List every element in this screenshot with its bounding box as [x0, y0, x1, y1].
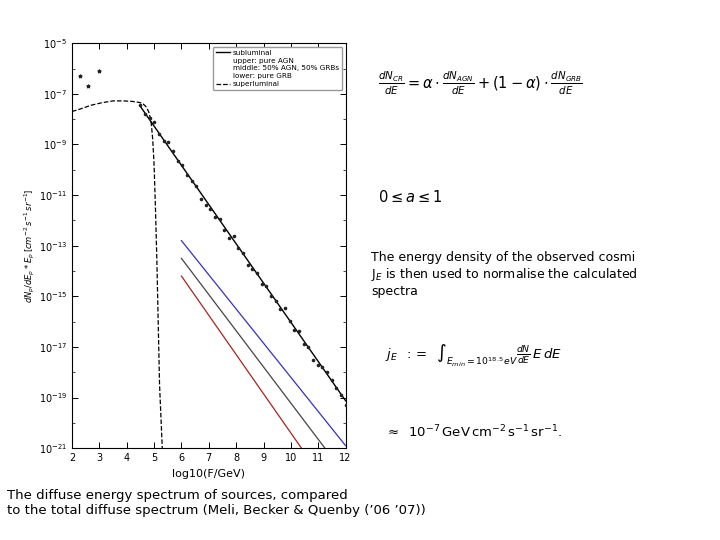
Point: [200, 201, 212, 210]
Point: [251, 269, 263, 278]
Y-axis label: $dN_p/dE_p*E_p\,[cm^{-2}\,s^{-1}\,sr^{-1}]$: $dN_p/dE_p*E_p\,[cm^{-2}\,s^{-1}\,sr^{-1…: [23, 188, 37, 303]
Point: [158, 136, 169, 145]
Point: [270, 297, 282, 306]
Point: [163, 138, 174, 146]
Point: [326, 376, 338, 384]
Point: [302, 342, 314, 351]
Point: [181, 171, 193, 179]
Point: [265, 291, 276, 300]
Text: The energy density of the observed cosmi
J$_E$ is then used to normalise the cal: The energy density of the observed cosmi…: [371, 251, 638, 299]
X-axis label: log10(F/GeV): log10(F/GeV): [172, 469, 246, 478]
Point: [74, 72, 86, 80]
Point: [293, 327, 305, 336]
Point: [289, 326, 300, 335]
Point: [317, 362, 328, 371]
Point: [186, 177, 197, 186]
Point: [176, 161, 188, 170]
Point: [94, 67, 105, 76]
Point: [191, 181, 202, 190]
Point: [135, 100, 146, 109]
Point: [83, 82, 94, 91]
Point: [312, 360, 323, 369]
Text: $\frac{dN_{CR}}{dE} = \alpha \cdot \frac{dN_{AGN}}{dE} + (1-\alpha) \cdot \frac{: $\frac{dN_{CR}}{dE} = \alpha \cdot \frac…: [378, 70, 583, 97]
Point: [256, 280, 267, 288]
Point: [330, 383, 342, 392]
Point: [139, 109, 150, 118]
Text: The diffuse energy spectrum of sources, compared
to the total diffuse spectrum (: The diffuse energy spectrum of sources, …: [7, 489, 426, 517]
Point: [336, 390, 347, 399]
Point: [279, 304, 291, 313]
Legend: subluminal, upper: pure AGN, middle: 50% AGN, 50% GRBs, lower: pure GRB, superlu: subluminal, upper: pure AGN, middle: 50%…: [212, 47, 342, 90]
Point: [144, 113, 156, 122]
Point: [214, 215, 225, 224]
Point: [321, 367, 333, 376]
Point: [274, 305, 286, 313]
Point: [246, 264, 258, 273]
Point: [148, 118, 160, 126]
Point: [210, 212, 221, 221]
Point: [298, 340, 310, 349]
Point: [223, 233, 235, 242]
Point: [238, 249, 249, 258]
Point: [233, 244, 244, 252]
Point: [261, 281, 272, 290]
Text: $0 \leq a \leq 1$: $0 \leq a \leq 1$: [378, 189, 442, 205]
Text: $\approx \;\; 10^{-7}\,\mathrm{GeV\,cm^{-2}\,s^{-1}\,sr^{-1}}.$: $\approx \;\; 10^{-7}\,\mathrm{GeV\,cm^{…: [385, 424, 562, 441]
Point: [172, 157, 184, 166]
Point: [242, 260, 253, 269]
Point: [284, 316, 295, 325]
Point: [307, 355, 319, 364]
Point: [219, 225, 230, 234]
Point: [167, 147, 179, 156]
Point: [228, 232, 240, 240]
Point: [195, 195, 207, 204]
Text: $j_E \;\; := \;\; \int_{E_{min}=10^{18.5}\,eV} \frac{dN}{dE}\, E\, dE$: $j_E \;\; := \;\; \int_{E_{min}=10^{18.5…: [385, 343, 562, 369]
Point: [340, 401, 351, 409]
Point: [204, 204, 216, 213]
Point: [153, 130, 165, 138]
